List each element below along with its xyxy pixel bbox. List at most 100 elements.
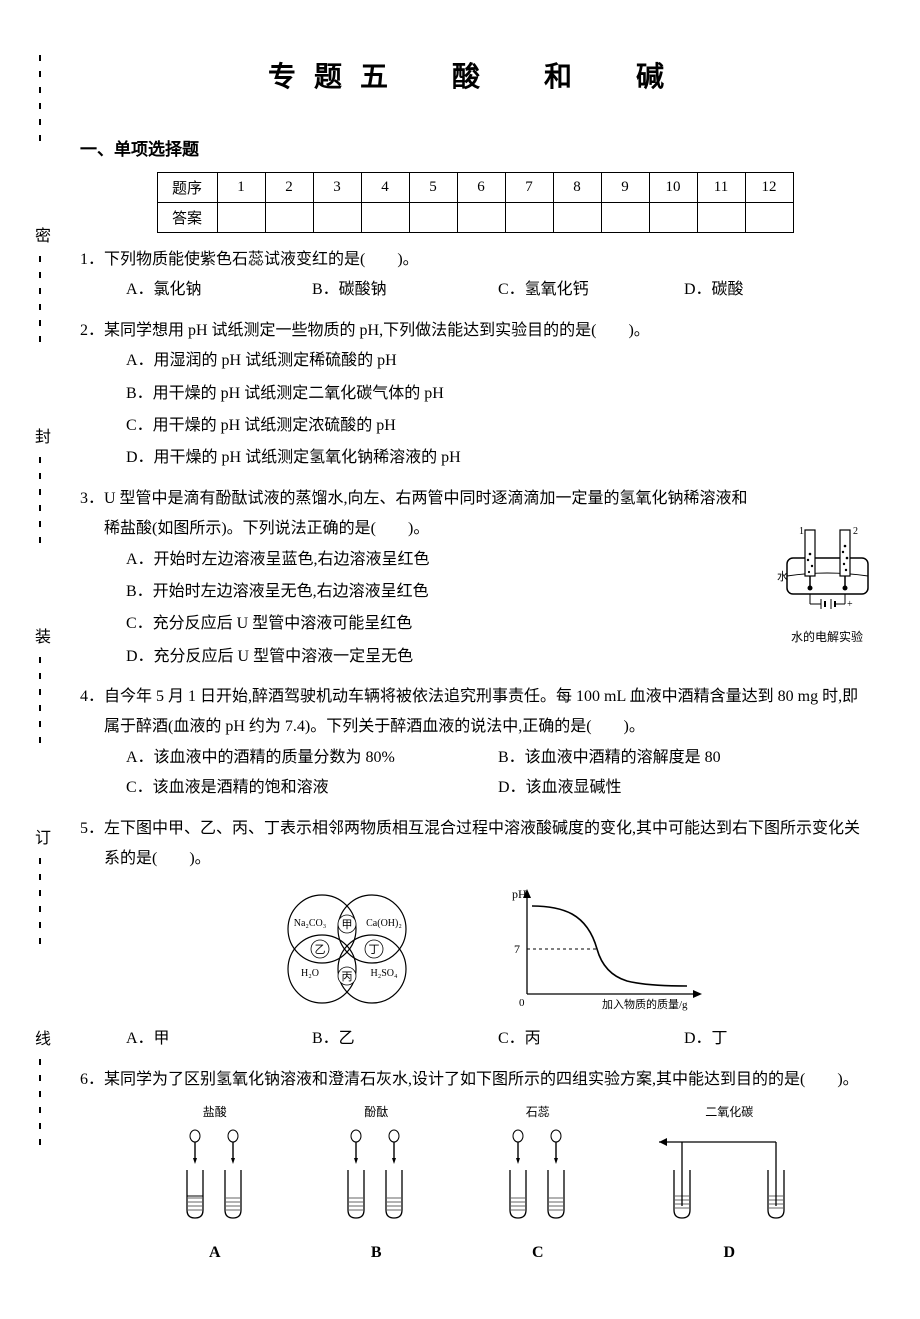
cell: 8 [553,173,601,203]
option-d: D．丁 [684,1024,870,1054]
answer-cell[interactable] [553,203,601,233]
question-4: 4． 自今年 5 月 1 日开始,醉酒驾驶机动车辆将被依法追究刑事责任。每 10… [80,682,870,804]
q3-figure: 水 1 2 [772,524,882,649]
binding-edge: 密 封 装 订 线 [25,50,55,1223]
option-a: A．开始时左边溶液呈蓝色,右边溶液呈红色 [126,545,750,575]
answer-cell[interactable] [505,203,553,233]
reagent-label: 酚酞 [331,1101,421,1124]
answer-cell[interactable] [457,203,505,233]
svg-text:+: + [847,599,853,610]
answer-cell[interactable] [601,203,649,233]
answer-cell[interactable] [361,203,409,233]
table-row: 题序 1 2 3 4 5 6 7 8 9 10 11 12 [157,173,793,203]
cell: 6 [457,173,505,203]
cell: 10 [649,173,697,203]
answer-cell[interactable] [745,203,793,233]
electrolysis-diagram-icon: 水 1 2 [775,524,880,612]
option-d: D．充分反应后 U 型管中溶液一定呈无色 [126,642,750,672]
q-number: 5． [80,814,104,844]
question-1: 1． 下列物质能使紫色石蕊试液变红的是( )。 A．氯化钠 B．碳酸钠 C．氢氧… [80,245,870,306]
svg-text:Na₂CO₃: Na₂CO₃ [294,918,327,929]
svg-text:H₂SO₄: H₂SO₄ [371,968,398,979]
q-text: U 型管中是滴有酚酞试液的蒸馏水,向左、右两管中同时逐滴滴加一定量的氢氧化钠稀溶… [104,490,748,537]
option-a: A．用湿润的 pH 试纸测定稀硫酸的 pH [126,346,870,376]
answer-cell[interactable] [217,203,265,233]
venn-diagram-icon: Na₂CO₃ Ca(OH)₂ H₂O H₂SO₄ 甲 乙 丁 丙 [262,884,442,1014]
cell: 7 [505,173,553,203]
q-text: 下列物质能使紫色石蕊试液变红的是( )。 [104,251,419,268]
option-a: A．甲 [126,1024,312,1054]
svg-text:0: 0 [519,997,525,1009]
option-c: C．该血液是酒精的饱和溶液 [126,773,498,803]
cell: 1 [217,173,265,203]
option-letter: B [331,1238,421,1268]
svg-text:H₂O: H₂O [301,968,319,979]
dropper-tubes-icon [493,1128,583,1223]
gas-delivery-tubes-icon [654,1128,804,1223]
option-b: B．用干燥的 pH 试纸测定二氧化碳气体的 pH [126,379,870,409]
svg-text:丁: 丁 [369,944,380,956]
binding-dash [39,50,41,219]
q6-option-b: 酚酞 [331,1101,421,1269]
option-d: D．碳酸 [684,275,870,305]
answer-cell[interactable] [409,203,457,233]
answer-cell[interactable] [649,203,697,233]
svg-text:乙: 乙 [315,943,326,956]
question-6: 6． 某同学为了区别氢氧化钠溶液和澄清石灰水,设计了如下图所示的四组实验方案,其… [80,1065,870,1269]
q6-option-c: 石蕊 [493,1101,583,1269]
option-a: A．该血液中的酒精的质量分数为 80% [126,743,498,773]
option-c: C．用干燥的 pH 试纸测定浓硫酸的 pH [126,411,870,441]
reagent-label: 二氧化碳 [654,1101,804,1124]
option-d: D．用干燥的 pH 试纸测定氢氧化钠稀溶液的 pH [126,443,870,473]
reagent-label: 盐酸 [170,1101,260,1124]
q-number: 4． [80,682,104,712]
answer-cell[interactable] [697,203,745,233]
row-label: 题序 [157,173,217,203]
dropper-tubes-icon [170,1128,260,1223]
svg-text:丙: 丙 [342,971,353,983]
binding-char-5: 线 [28,1030,52,1046]
dropper-tubes-icon [331,1128,421,1223]
page-content: 专题五 酸 和 碱 一、单项选择题 题序 1 2 3 4 5 6 7 8 9 1… [0,0,920,1319]
binding-dash [39,853,41,1022]
q-number: 6． [80,1065,104,1095]
water-label: 水 [777,570,788,583]
section-title: 一、单项选择题 [80,135,870,160]
option-b: B．碳酸钠 [312,275,498,305]
binding-char-4: 订 [28,829,52,845]
cell: 5 [409,173,457,203]
binding-dash [39,1054,41,1223]
option-b: B．乙 [312,1024,498,1054]
q-number: 2． [80,316,104,346]
svg-text:pH: pH [512,887,527,901]
cell: 9 [601,173,649,203]
answer-table: 题序 1 2 3 4 5 6 7 8 9 10 11 12 答案 [157,172,794,233]
svg-text:Ca(OH)₂: Ca(OH)₂ [366,918,402,929]
binding-dash [39,251,41,420]
cell: 11 [697,173,745,203]
answer-cell[interactable] [313,203,361,233]
option-letter: D [654,1238,804,1268]
q-number: 3． [80,484,104,514]
q-text: 某同学想用 pH 试纸测定一些物质的 pH,下列做法能达到实验目的的是( )。 [104,322,650,339]
question-2: 2． 某同学想用 pH 试纸测定一些物质的 pH,下列做法能达到实验目的的是( … [80,316,870,474]
binding-char-1: 密 [28,227,52,243]
table-row: 答案 [157,203,793,233]
option-letter: C [493,1238,583,1268]
q-text: 自今年 5 月 1 日开始,醉酒驾驶机动车辆将被依法追究刑事责任。每 100 m… [104,688,858,735]
ph-graph-icon: pH 7 0 加入物质的质量/g [502,884,712,1014]
binding-char-3: 装 [28,628,52,644]
cell: 3 [313,173,361,203]
page-title: 专题五 酸 和 碱 [80,55,870,95]
tube-label-2: 2 [853,526,858,537]
tube-label-1: 1 [799,526,804,537]
question-3: 3． U 型管中是滴有酚酞试液的蒸馏水,向左、右两管中同时逐滴滴加一定量的氢氧化… [80,484,870,672]
q6-option-a: 盐酸 [170,1101,260,1269]
reagent-label: 石蕊 [493,1101,583,1124]
option-c: C．充分反应后 U 型管中溶液可能呈红色 [126,609,750,639]
option-b: B．该血液中酒精的溶解度是 80 [498,743,870,773]
binding-dash [39,452,41,621]
row-label: 答案 [157,203,217,233]
answer-cell[interactable] [265,203,313,233]
svg-text:7: 7 [514,942,520,956]
